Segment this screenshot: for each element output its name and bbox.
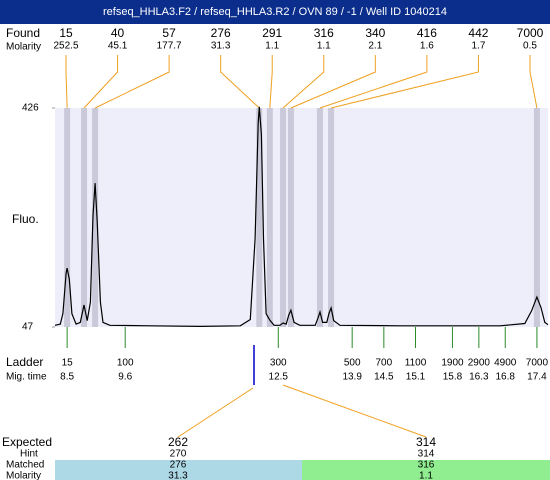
molarity: 1.1 [419, 471, 433, 480]
matched: 316 [418, 460, 435, 471]
hint: 270 [170, 449, 187, 460]
ladder-size: 4900 [494, 358, 517, 369]
molarity-label: Molarity [6, 471, 41, 480]
peak-size: 15 [59, 26, 73, 40]
peak-size: 7000 [517, 26, 544, 40]
mig-time-label: Mig. time [6, 372, 47, 383]
found-label: Found [6, 26, 40, 40]
peak-connector [290, 55, 376, 109]
plot [55, 108, 548, 327]
molarity-label: Molarity [6, 42, 41, 53]
mig-time: 12.5 [269, 372, 289, 383]
y-tick-label: 47 [22, 322, 34, 333]
peak-molarity: 1.1 [317, 41, 331, 52]
ladder-size: 15 [62, 358, 74, 369]
mig-time: 14.5 [374, 372, 394, 383]
peak-connector [65, 55, 68, 109]
peak-size: 57 [162, 26, 176, 40]
ladder-label: Ladder [6, 355, 43, 369]
peak-molarity: 252.5 [53, 41, 78, 52]
peak-band [287, 108, 294, 327]
matched: 276 [170, 460, 187, 471]
peak-connector [94, 55, 170, 109]
mig-time: 15.1 [406, 372, 426, 383]
mig-time: 9.6 [118, 372, 132, 383]
ladder-size: 2900 [468, 358, 491, 369]
ladder-size: 700 [375, 358, 392, 369]
peak-band [64, 108, 71, 327]
mig-time: 15.8 [443, 372, 463, 383]
ladder-size: 500 [344, 358, 361, 369]
ladder-size: 300 [270, 358, 287, 369]
hint-label: Hint [20, 449, 38, 460]
connector [177, 387, 254, 438]
expected-size: 314 [416, 435, 436, 449]
peak-connector [83, 55, 119, 109]
matched-label: Matched [6, 460, 44, 471]
peak-molarity: 177.7 [157, 41, 182, 52]
molarity: 31.3 [168, 471, 188, 480]
title: refseq_HHLA3.F2 / refseq_HHLA3.R2 / OVN … [103, 6, 447, 18]
expected-size: 262 [168, 435, 188, 449]
peak-band [92, 108, 99, 327]
peak-molarity: 1.7 [471, 41, 485, 52]
title-bar [0, 0, 550, 24]
peak-size: 316 [314, 26, 334, 40]
mig-time: 8.5 [60, 372, 74, 383]
connector [282, 384, 427, 438]
ladder-size: 100 [117, 358, 134, 369]
matched-bg-right [302, 460, 550, 480]
plot-area [55, 108, 548, 327]
trace [54, 106, 549, 328]
peak-size: 40 [111, 26, 125, 40]
peak-connector [269, 55, 273, 109]
peak-size: 276 [211, 26, 231, 40]
peak-size: 442 [468, 26, 488, 40]
peak-molarity: 1.6 [420, 41, 434, 52]
peak-band [316, 108, 323, 327]
peak-band [81, 108, 88, 327]
peak-molarity: 0.5 [523, 41, 537, 52]
expected-label: Expected [2, 435, 52, 449]
peak-band [256, 108, 263, 327]
peak-molarity: 2.1 [368, 41, 382, 52]
matched-bg-left [55, 460, 302, 480]
mig-time: 17.4 [527, 372, 547, 383]
mig-time: 13.9 [342, 372, 362, 383]
ladder-size: 1100 [405, 358, 427, 369]
peak-band [280, 108, 287, 327]
peak-molarity: 45.1 [108, 41, 128, 52]
hint: 314 [418, 449, 435, 460]
y-tick-label: 426 [22, 103, 39, 114]
ladder-size: 1900 [441, 358, 464, 369]
peak-size: 340 [365, 26, 385, 40]
ladder-size: 7000 [526, 358, 549, 369]
mig-time: 16.3 [469, 372, 489, 383]
peak-band [328, 108, 335, 327]
peak-connector [529, 55, 538, 109]
peak-connector [282, 55, 325, 109]
peak-size: 416 [417, 26, 437, 40]
mig-time: 16.8 [496, 372, 516, 383]
peak-molarity: 31.3 [211, 41, 231, 52]
peak-connector [330, 55, 479, 109]
peak-band [533, 108, 540, 327]
peak-band [266, 108, 273, 327]
peak-connector [220, 55, 260, 109]
peak-connector [319, 55, 428, 109]
peak-size: 291 [262, 26, 282, 40]
peak-molarity: 1.1 [265, 41, 279, 52]
fluo-label: Fluo. [12, 212, 39, 226]
